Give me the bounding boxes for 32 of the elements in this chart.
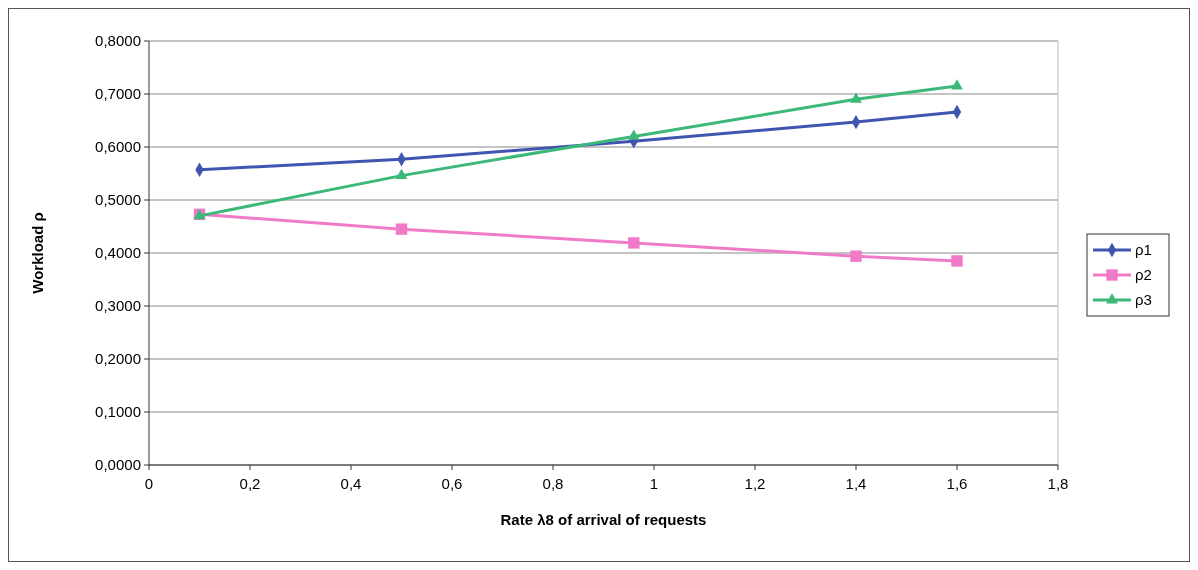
x-tick-label: 0 [144, 475, 154, 492]
y-tick-label: 0,2000 [95, 350, 141, 368]
x-tick-label: 0,2 [239, 475, 261, 492]
x-tick-label: 1,4 [845, 475, 867, 492]
x-tick-label: 1,2 [744, 475, 766, 492]
x-axis-title: Rate λ8 of arrival of requests [500, 511, 707, 528]
y-tick-label: 0,5000 [95, 191, 141, 209]
x-tick-label: 1,8 [1047, 475, 1069, 492]
legend-label: ρ2 [1135, 266, 1152, 284]
point [627, 129, 640, 140]
x-tick-label: 1 [649, 475, 659, 492]
y-tick-label: 0,0000 [95, 456, 141, 474]
point [951, 255, 963, 267]
y-tick-label: 0,8000 [95, 32, 141, 50]
point [951, 79, 963, 90]
x-tick-label: 0,6 [441, 475, 463, 492]
x-tick-label: 0,4 [340, 475, 362, 492]
point [628, 237, 640, 249]
y-tick-label: 0,3000 [95, 297, 141, 315]
x-tick-label: 1,6 [946, 475, 968, 492]
y-tick-label: 0,7000 [95, 85, 141, 103]
y-tick-label: 0,6000 [95, 138, 141, 156]
x-tick-label: 0,8 [542, 475, 564, 492]
y-axis-title: Workload ρ [29, 212, 46, 294]
legend-label: ρ1 [1135, 241, 1152, 259]
y-tick-label: 0,4000 [95, 244, 141, 262]
point [850, 92, 862, 103]
point [395, 168, 408, 180]
point [395, 223, 408, 235]
legend-label: ρ3 [1135, 291, 1152, 309]
point [850, 250, 862, 262]
y-tick-label: 0,1000 [95, 403, 141, 421]
